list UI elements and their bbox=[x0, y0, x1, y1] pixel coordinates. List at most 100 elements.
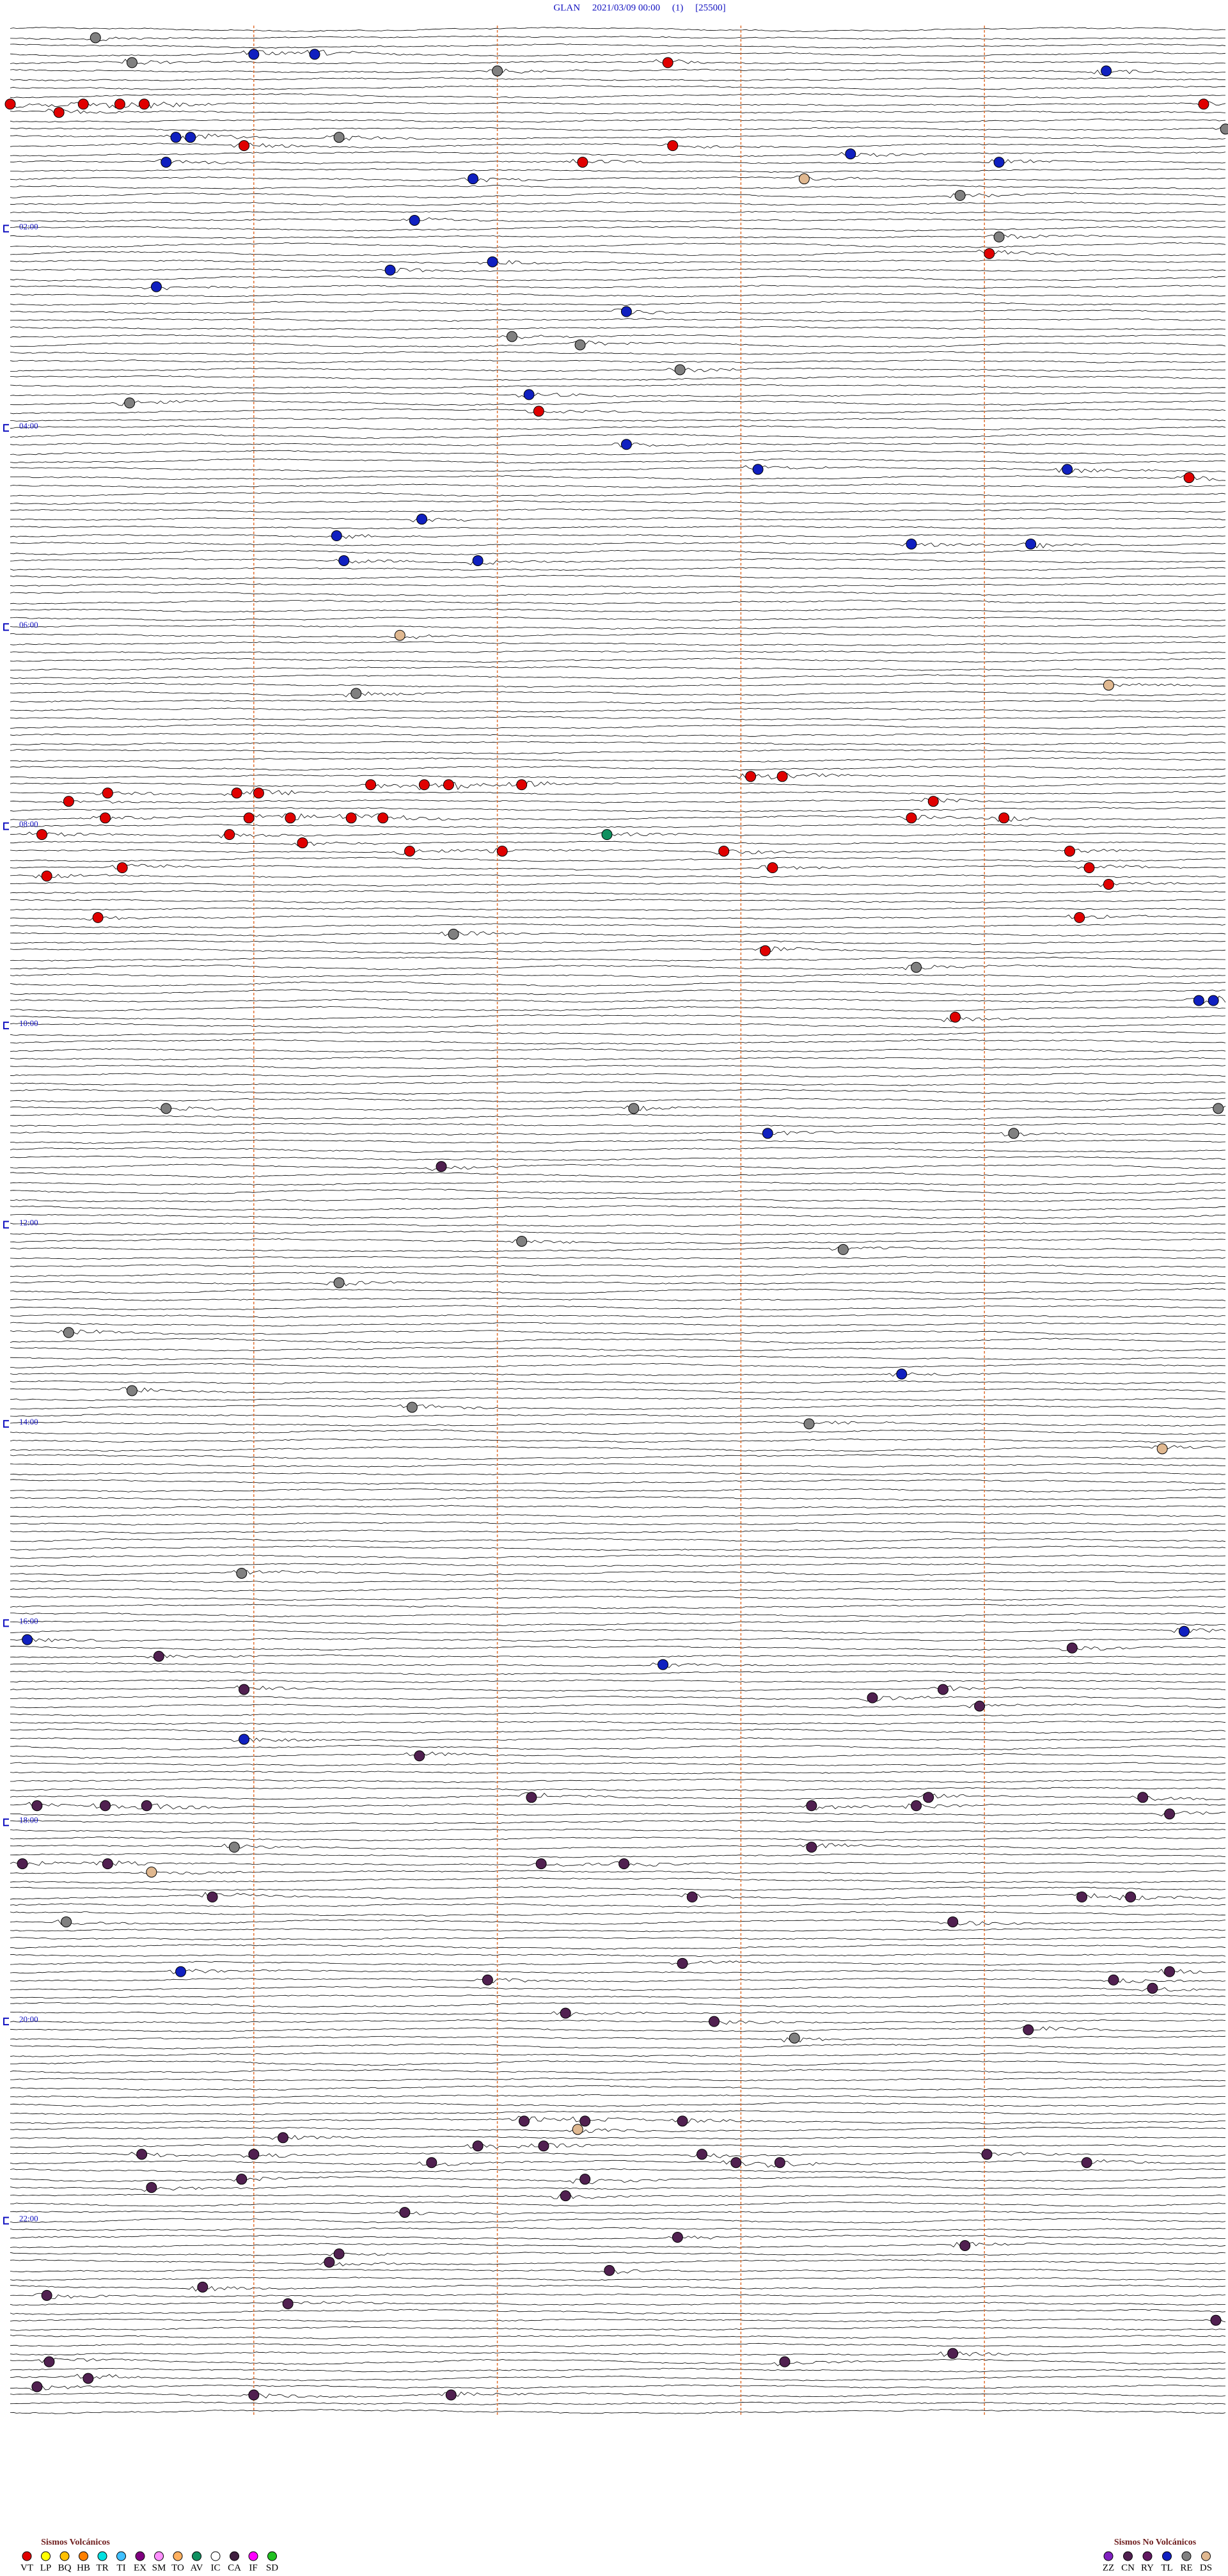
legend-swatch bbox=[173, 2551, 183, 2561]
trace bbox=[10, 1588, 1226, 1592]
event-re bbox=[333, 132, 345, 143]
trace bbox=[10, 946, 1226, 954]
trace bbox=[10, 707, 1226, 713]
trace bbox=[10, 1836, 1226, 1842]
hour-label: 16:00 bbox=[19, 1616, 38, 1625]
event-vt bbox=[1103, 878, 1114, 890]
trace bbox=[10, 1604, 1226, 1609]
trace bbox=[10, 450, 1226, 456]
event-cn bbox=[696, 2149, 707, 2160]
event-cn bbox=[239, 1684, 250, 1695]
trace bbox=[10, 2143, 1226, 2149]
trace bbox=[10, 641, 1226, 646]
trace bbox=[10, 301, 1226, 306]
event-re bbox=[448, 928, 459, 940]
trace bbox=[10, 608, 1226, 613]
trace bbox=[10, 1488, 1226, 1492]
trace bbox=[10, 49, 1226, 57]
trace bbox=[10, 2115, 1226, 2124]
trace bbox=[10, 458, 1226, 464]
trace bbox=[10, 234, 1225, 239]
event-vt bbox=[377, 812, 389, 824]
event-cn bbox=[146, 2182, 157, 2193]
trace bbox=[10, 2209, 1226, 2215]
event-re bbox=[333, 1277, 345, 1288]
trace bbox=[10, 1479, 1226, 1485]
trace bbox=[10, 1039, 1226, 1045]
trace bbox=[10, 1679, 1226, 1684]
trace bbox=[10, 1246, 1226, 1252]
trace bbox=[10, 1919, 1226, 1925]
trace bbox=[10, 192, 1226, 199]
trace bbox=[10, 1762, 1226, 1766]
trace bbox=[10, 1637, 1226, 1643]
event-cn bbox=[686, 1892, 698, 1903]
trace bbox=[10, 1995, 1226, 1999]
event-cn bbox=[153, 1650, 164, 1662]
trace bbox=[10, 1444, 1226, 1452]
event-tl bbox=[762, 1128, 773, 1139]
event-av bbox=[601, 829, 613, 841]
trace bbox=[10, 142, 1226, 149]
legend-code: EX bbox=[134, 2563, 146, 2573]
trace bbox=[10, 1563, 1226, 1567]
event-vt bbox=[224, 829, 235, 841]
trace bbox=[10, 691, 1226, 697]
trace bbox=[10, 1363, 1226, 1369]
trace bbox=[10, 1828, 1226, 1833]
trace bbox=[10, 1205, 1226, 1212]
trace bbox=[10, 989, 1226, 995]
trace bbox=[10, 59, 1226, 65]
event-cn bbox=[1108, 1974, 1119, 1986]
trace bbox=[10, 1189, 1226, 1195]
event-tl bbox=[1208, 995, 1219, 1006]
trace bbox=[10, 2234, 1225, 2240]
trace bbox=[10, 574, 1226, 580]
trace bbox=[10, 442, 1226, 448]
trace bbox=[10, 1959, 1226, 1966]
legend-code: RE bbox=[1180, 2563, 1192, 2573]
trace bbox=[10, 100, 1226, 109]
trace bbox=[10, 1928, 1226, 1932]
trace bbox=[10, 484, 1226, 489]
trace bbox=[10, 1164, 1226, 1171]
trace bbox=[10, 1180, 1226, 1186]
event-cn bbox=[981, 2149, 993, 2160]
legend-swatch bbox=[1142, 2551, 1153, 2561]
trace bbox=[10, 108, 1226, 115]
event-tl bbox=[175, 1966, 187, 1977]
trace bbox=[10, 1628, 1226, 1634]
trace bbox=[10, 699, 1226, 704]
event-cn bbox=[947, 1916, 959, 1927]
trace bbox=[10, 35, 1226, 42]
event-vt bbox=[745, 771, 757, 782]
event-re bbox=[124, 397, 136, 409]
trace bbox=[10, 995, 1226, 1004]
trace bbox=[10, 558, 1226, 565]
event-re bbox=[228, 1842, 240, 1853]
event-cn bbox=[207, 1892, 218, 1903]
event-cn bbox=[248, 2149, 260, 2160]
trace bbox=[10, 716, 1226, 720]
hour-bracket bbox=[3, 1818, 9, 1826]
legend-swatch bbox=[135, 2551, 145, 2561]
event-cn bbox=[17, 1858, 28, 1870]
event-cn bbox=[677, 2115, 688, 2127]
trace bbox=[10, 275, 1226, 281]
trace bbox=[10, 2193, 1226, 2199]
trace bbox=[10, 217, 1226, 223]
trace bbox=[10, 2373, 1226, 2382]
event-cn bbox=[560, 2190, 571, 2202]
event-vt bbox=[243, 812, 255, 824]
event-marks bbox=[4, 32, 1228, 2401]
trace bbox=[10, 367, 1226, 372]
event-vt bbox=[906, 812, 917, 824]
legend-code: CA bbox=[228, 2563, 241, 2573]
legend-swatch bbox=[230, 2551, 239, 2561]
trace bbox=[10, 2069, 1226, 2074]
trace bbox=[10, 1429, 1226, 1435]
trace bbox=[10, 1744, 1226, 1750]
trace bbox=[10, 1280, 1226, 1286]
event-cn bbox=[472, 2140, 484, 2152]
trace bbox=[10, 1505, 1226, 1509]
